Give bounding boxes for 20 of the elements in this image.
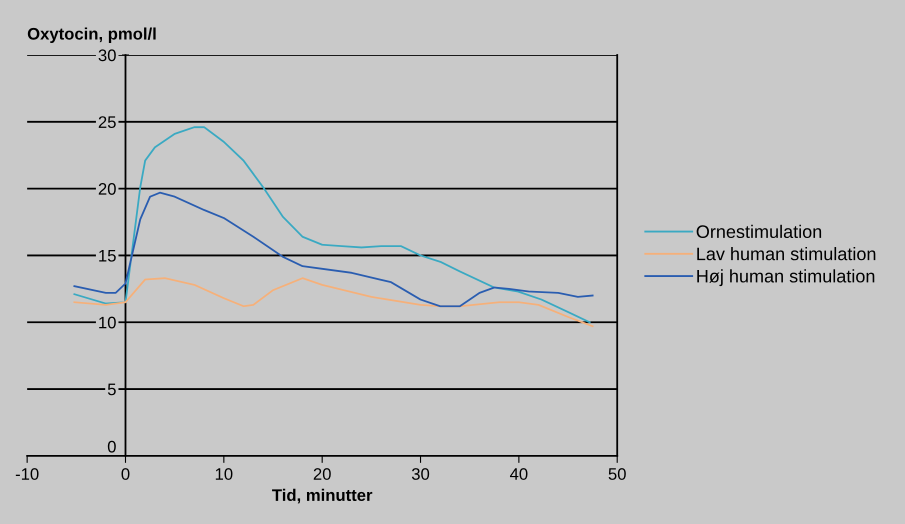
x-tick-label: 10 [216, 468, 232, 480]
legend-label: Ornestimulation [696, 224, 822, 238]
y-axis-title: Oxytocin, pmol/l [28, 27, 156, 43]
line-series [73, 277, 594, 328]
y-tick-label: 15 [99, 250, 116, 262]
x-tick-label: 0 [122, 468, 130, 480]
x-tick-label: 30 [412, 468, 430, 480]
y-tick-label: 5 [108, 384, 116, 396]
y-tick-label: 20 [98, 183, 116, 195]
y-tick-label: 30 [98, 49, 116, 62]
legend-label: Høj human stimulation [697, 269, 874, 286]
y-tick-label: 25 [98, 116, 116, 128]
y-tick-label: 0 [108, 440, 116, 453]
x-tick-label: 50 [608, 468, 626, 480]
legend-label: Lav human stimulation [697, 247, 876, 260]
y-tick-label: 10 [99, 316, 116, 328]
x-tick-label: -10 [16, 468, 39, 480]
x-tick-label: 20 [314, 468, 331, 480]
x-tick-label: 40 [510, 468, 528, 480]
x-axis-title: Tid, minutter [272, 488, 372, 504]
